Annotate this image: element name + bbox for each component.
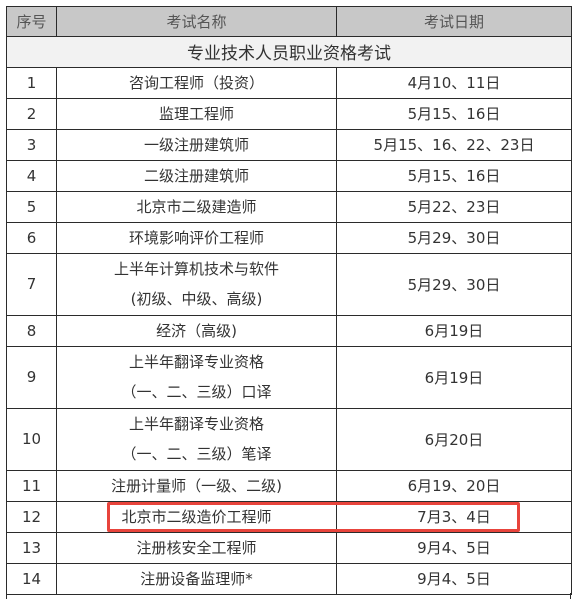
exam-name-line: 北京市二级建造师 [136, 197, 257, 216]
exam-name-line: 一级注册建筑师 [143, 135, 249, 154]
header-exam-date: 考试日期 [336, 6, 572, 37]
exam-date-cell: 5月29、30日 [336, 252, 572, 316]
row-number: 5 [6, 190, 57, 223]
table-row: 5 北京市二级建造师 5月22、23日 [6, 190, 572, 223]
exam-name-cell: 北京市二级建造师 [56, 190, 337, 223]
row-number: 7 [6, 252, 57, 316]
exam-name-cell: 经济（高级) [56, 314, 337, 347]
exam-name-line: 咨询工程师（投资） [128, 73, 264, 92]
exam-date-cell: 5月15、16日 [336, 159, 572, 192]
exam-name-cell: 注册设备监理师* [56, 562, 337, 595]
table-row: 7 上半年计算机技术与软件 (初级、中级、高级) 5月29、30日 [6, 252, 572, 316]
exam-name-line: 经济（高级) [156, 321, 237, 340]
exam-name-cell: 咨询工程师（投资） [56, 66, 337, 99]
exam-name-cell: 监理工程师 [56, 97, 337, 130]
table-row: 12 北京市二级造价工程师 7月3、4日 [6, 500, 572, 533]
row-number: 11 [6, 469, 57, 502]
table-row: 4 二级注册建筑师 5月15、16日 [6, 159, 572, 192]
exam-date-cell: 6月19日 [336, 314, 572, 347]
exam-name-line: 注册设备监理师* [140, 569, 253, 588]
exam-name-cell: 上半年翻译专业资格 （一、二、三级）笔译 [56, 407, 337, 471]
exam-name-line: （一、二、三级）口译 [121, 383, 272, 401]
section-row: 专业技术人员职业资格考试 [6, 36, 572, 68]
exam-name-cell: 注册核安全工程师 [56, 531, 337, 564]
exam-name-cell: 环境影响评价工程师 [56, 221, 337, 254]
table-row: 9 上半年翻译专业资格 （一、二、三级）口译 6月19日 [6, 345, 572, 409]
exam-name-line: 上半年翻译专业资格 [128, 353, 264, 371]
exam-name-cell: 二级注册建筑师 [56, 159, 337, 192]
row-number: 3 [6, 128, 57, 161]
table-row: 6 环境影响评价工程师 5月29、30日 [6, 221, 572, 254]
table-row: 14 注册设备监理师* 9月4、5日 [6, 562, 572, 595]
row-number: 12 [6, 500, 57, 533]
table-row: 13 注册核安全工程师 9月4、5日 [6, 531, 572, 564]
exam-date-cell: 5月29、30日 [336, 221, 572, 254]
row-number: 2 [6, 97, 57, 130]
section-title: 专业技术人员职业资格考试 [6, 36, 572, 68]
row-number: 14 [6, 562, 57, 595]
row-number: 8 [6, 314, 57, 347]
exam-name-line: 环境影响评价工程师 [128, 228, 264, 247]
exam-name-cell: 一级注册建筑师 [56, 128, 337, 161]
row-number: 13 [6, 531, 57, 564]
row-number: 10 [6, 407, 57, 471]
exam-name-line: (初级、中级、高级) [130, 290, 263, 308]
header-number: 序号 [6, 6, 57, 37]
table-continuation-edge [6, 593, 571, 599]
exam-date-cell: 4月10、11日 [336, 66, 572, 99]
exam-name-line: 监理工程师 [158, 104, 234, 123]
exam-date-cell: 5月22、23日 [336, 190, 572, 223]
exam-name-cell: 北京市二级造价工程师 [56, 500, 337, 533]
exam-name-line: （一、二、三级）笔译 [121, 445, 272, 463]
table-row: 8 经济（高级) 6月19日 [6, 314, 572, 347]
table-row: 1 咨询工程师（投资） 4月10、11日 [6, 66, 572, 99]
exam-name-cell: 注册计量师（一级、二级) [56, 469, 337, 502]
exam-date-cell: 6月20日 [336, 407, 572, 471]
row-number: 6 [6, 221, 57, 254]
exam-date-cell: 5月15、16日 [336, 97, 572, 130]
exam-date-cell: 6月19、20日 [336, 469, 572, 502]
exam-name-line: 上半年翻译专业资格 [128, 415, 264, 433]
header-exam-name: 考试名称 [56, 6, 337, 37]
exam-date-cell: 5月15、16、22、23日 [336, 128, 572, 161]
exam-date-cell: 9月4、5日 [336, 562, 572, 595]
table-row: 3 一级注册建筑师 5月15、16、22、23日 [6, 128, 572, 161]
exam-date-cell: 7月3、4日 [336, 500, 572, 533]
header-row: 序号 考试名称 考试日期 [6, 6, 572, 37]
exam-date-cell: 9月4、5日 [336, 531, 572, 564]
exam-name-line: 注册核安全工程师 [136, 538, 257, 557]
row-number: 4 [6, 159, 57, 192]
table-row: 11 注册计量师（一级、二级) 6月19、20日 [6, 469, 572, 502]
exam-name-line: 注册计量师（一级、二级) [111, 476, 282, 495]
table-row: 2 监理工程师 5月15、16日 [6, 97, 572, 130]
exam-date-cell: 6月19日 [336, 345, 572, 409]
exam-name-cell: 上半年计算机技术与软件 (初级、中级、高级) [56, 252, 337, 316]
row-number: 1 [6, 66, 57, 99]
table-row: 10 上半年翻译专业资格 （一、二、三级）笔译 6月20日 [6, 407, 572, 471]
exam-name-cell: 上半年翻译专业资格 （一、二、三级）口译 [56, 345, 337, 409]
exam-name-line: 二级注册建筑师 [143, 166, 249, 185]
row-number: 9 [6, 345, 57, 409]
exam-name-line: 北京市二级造价工程师 [121, 507, 272, 526]
exam-name-line: 上半年计算机技术与软件 [113, 260, 279, 278]
exam-schedule-table: 序号 考试名称 考试日期 专业技术人员职业资格考试 1 咨询工程师（投资） 4月10… [6, 6, 572, 595]
